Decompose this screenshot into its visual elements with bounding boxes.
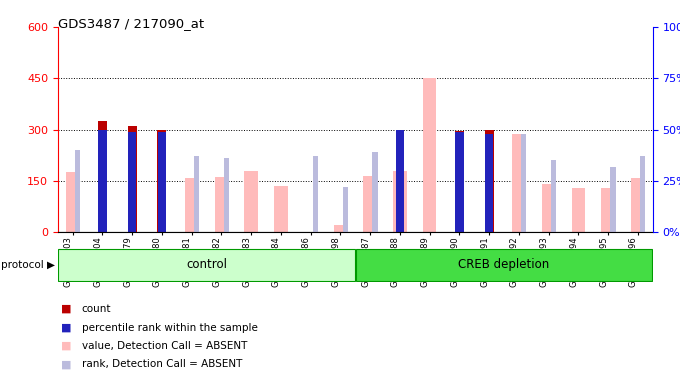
Bar — [423, 78, 437, 232]
Text: control: control — [186, 258, 227, 271]
Bar — [334, 225, 347, 232]
Bar — [455, 131, 464, 232]
Bar — [485, 130, 494, 232]
Bar — [372, 152, 377, 232]
Text: ■: ■ — [61, 323, 71, 333]
Bar — [158, 132, 166, 232]
Bar — [364, 176, 377, 232]
Text: GDS3487 / 217090_at: GDS3487 / 217090_at — [58, 17, 204, 30]
Bar — [572, 189, 585, 232]
Text: percentile rank within the sample: percentile rank within the sample — [82, 323, 258, 333]
FancyBboxPatch shape — [356, 249, 652, 281]
Bar — [393, 170, 407, 232]
Bar — [185, 177, 199, 232]
Text: value, Detection Call = ABSENT: value, Detection Call = ABSENT — [82, 341, 247, 351]
Bar — [456, 132, 464, 232]
Bar — [194, 156, 199, 232]
Bar — [640, 156, 645, 232]
Bar — [224, 158, 229, 232]
Text: protocol ▶: protocol ▶ — [1, 260, 55, 270]
Bar — [512, 134, 526, 232]
Bar — [343, 187, 348, 232]
Text: rank, Detection Call = ABSENT: rank, Detection Call = ABSENT — [82, 359, 242, 369]
Bar — [99, 129, 107, 232]
Bar — [610, 167, 615, 232]
Bar — [602, 189, 615, 232]
Text: ■: ■ — [61, 341, 71, 351]
Bar — [485, 134, 493, 232]
Bar — [313, 156, 318, 232]
Bar — [551, 161, 556, 232]
Bar — [66, 172, 80, 232]
Bar — [75, 150, 80, 232]
Text: count: count — [82, 304, 111, 314]
Bar — [396, 129, 404, 232]
Text: ■: ■ — [61, 359, 71, 369]
Bar — [631, 178, 645, 232]
Bar — [128, 132, 136, 232]
Bar — [98, 121, 107, 232]
FancyBboxPatch shape — [58, 249, 355, 281]
Bar — [158, 129, 167, 232]
Bar — [245, 171, 258, 232]
Bar — [521, 134, 526, 232]
Text: ■: ■ — [61, 304, 71, 314]
Bar — [128, 126, 137, 232]
Bar — [215, 177, 228, 232]
Bar — [542, 184, 556, 232]
Text: CREB depletion: CREB depletion — [458, 258, 549, 271]
Bar — [274, 186, 288, 232]
